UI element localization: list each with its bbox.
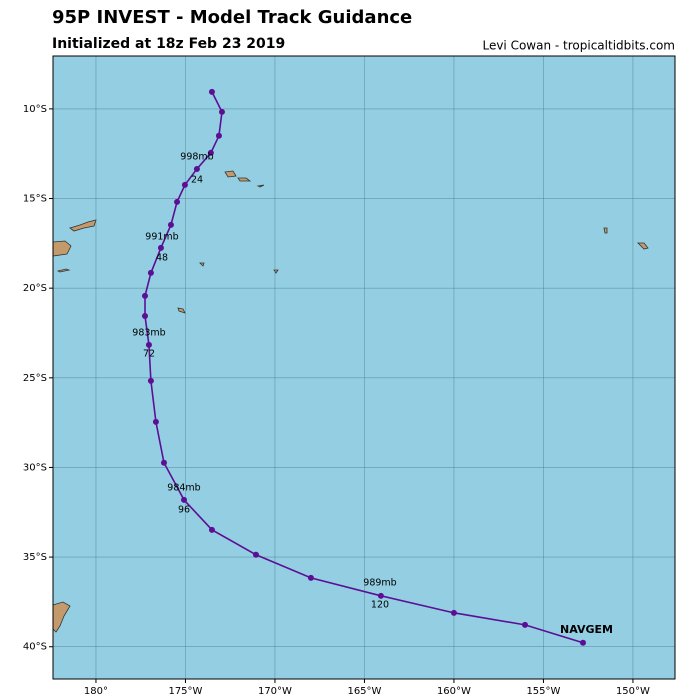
track-point [147, 269, 154, 276]
pressure-label: 989mb [363, 578, 396, 589]
y-tick-label: 10°S [23, 104, 47, 115]
track-point [160, 459, 167, 466]
credit: Levi Cowan - tropicaltidbits.com [482, 39, 675, 53]
track-point [208, 88, 215, 95]
track-point [181, 496, 188, 503]
chart-title: 95P INVEST - Model Track Guidance [52, 7, 412, 28]
track-point [142, 292, 149, 299]
track-point [218, 108, 225, 115]
track-point [174, 198, 181, 205]
y-tick-label: 15°S [23, 194, 47, 205]
hour-label: 72 [143, 349, 155, 360]
hour-label: 48 [156, 253, 168, 264]
track-line [144, 91, 584, 644]
hour-label: 120 [371, 600, 389, 611]
track-point [252, 551, 259, 558]
y-tick-label: 20°S [23, 283, 47, 294]
track-point [215, 132, 222, 139]
y-tick-label: 35°S [23, 552, 47, 563]
x-tick-label: 165°W [347, 686, 381, 697]
track-point [142, 312, 149, 319]
x-tick-label: 150°W [616, 686, 650, 697]
track-point [181, 181, 188, 188]
series-label: NAVGEM [560, 623, 613, 636]
pressure-label: 984mb [167, 483, 200, 494]
x-tick-label: 180° [84, 686, 108, 697]
y-tick-label: 30°S [23, 462, 47, 473]
track-point [147, 377, 154, 384]
pressure-label: 998mb [180, 152, 213, 163]
track-point [208, 526, 215, 533]
hour-label: 96 [178, 505, 190, 516]
track-point [193, 165, 200, 172]
track-point [207, 149, 214, 156]
chart-subtitle: Initialized at 18z Feb 23 2019 [52, 36, 285, 52]
pressure-label: 991mb [145, 232, 178, 243]
y-tick-label: 25°S [23, 373, 47, 384]
landmasses [52, 170, 649, 633]
pressure-label: 983mb [132, 328, 165, 339]
track-point [579, 639, 586, 646]
track-point [152, 418, 159, 425]
x-tick-label: 160°W [437, 686, 471, 697]
hour-label: 24 [191, 175, 203, 186]
y-tick-label: 40°S [23, 642, 47, 653]
x-tick-label: 155°W [526, 686, 560, 697]
track-point [522, 621, 529, 628]
x-tick-label: 175°W [168, 686, 202, 697]
track-point [377, 592, 384, 599]
ocean [53, 56, 675, 679]
track-point [145, 341, 152, 348]
track-point [307, 574, 314, 581]
track-point [167, 221, 174, 228]
x-tick-label: 170°W [258, 686, 292, 697]
track-point [450, 609, 457, 616]
track-point [157, 244, 164, 251]
